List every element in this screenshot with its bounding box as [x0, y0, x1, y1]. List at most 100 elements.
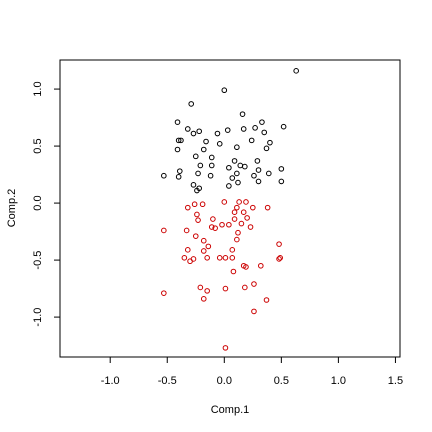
point	[235, 179, 241, 186]
point	[200, 296, 207, 302]
point	[234, 236, 240, 243]
point	[191, 201, 198, 208]
point	[196, 128, 202, 135]
point	[174, 146, 181, 153]
point	[183, 227, 190, 234]
point	[200, 248, 207, 254]
point	[195, 170, 201, 177]
x-tick-label: 1.0	[331, 375, 346, 387]
point	[210, 216, 216, 222]
point	[221, 87, 228, 94]
point	[235, 229, 241, 236]
point	[242, 163, 248, 170]
point	[190, 182, 197, 188]
point	[236, 199, 242, 205]
point	[176, 168, 183, 174]
point	[181, 255, 188, 261]
point	[190, 130, 197, 137]
point	[226, 221, 232, 228]
point	[258, 262, 264, 269]
x-axis-label: Comp.1	[211, 404, 250, 416]
point	[184, 204, 191, 211]
point	[248, 137, 255, 144]
point	[205, 243, 212, 250]
y-tick-label: -0.5	[32, 251, 44, 270]
point	[261, 129, 268, 136]
point	[194, 211, 200, 218]
point	[230, 268, 237, 275]
point	[240, 126, 247, 132]
point	[161, 227, 167, 234]
y-tick-label: -1.0	[32, 308, 44, 327]
point	[197, 162, 204, 169]
point	[212, 225, 218, 231]
point	[267, 139, 273, 146]
x-tick-label: -0.5	[158, 375, 177, 387]
x-tick-label: 1.5	[388, 375, 403, 387]
point	[161, 172, 167, 179]
point	[208, 162, 215, 169]
point	[231, 216, 238, 222]
point	[278, 178, 285, 185]
point	[229, 255, 236, 261]
point	[221, 199, 228, 205]
point	[175, 137, 182, 144]
point	[255, 178, 262, 185]
point	[239, 111, 246, 117]
point	[197, 284, 204, 291]
x-tick-label: 0.0	[217, 375, 232, 387]
point	[224, 127, 231, 133]
point	[200, 146, 207, 153]
point	[293, 68, 299, 74]
x-tick-label: -1.0	[101, 375, 120, 387]
point	[226, 164, 232, 171]
point	[195, 217, 201, 223]
point	[200, 237, 207, 244]
y-tick-label: 1.0	[32, 81, 44, 96]
point	[252, 125, 258, 131]
point	[240, 209, 247, 216]
point	[187, 258, 193, 265]
point	[216, 140, 223, 147]
point	[192, 233, 199, 239]
point	[208, 224, 215, 230]
point	[238, 220, 245, 227]
point	[207, 172, 214, 179]
point	[276, 256, 282, 262]
point	[175, 174, 182, 180]
point	[242, 284, 248, 291]
point	[237, 162, 244, 169]
point	[278, 166, 285, 172]
point	[216, 255, 223, 261]
point	[204, 288, 210, 294]
point	[254, 158, 261, 164]
point	[222, 285, 229, 292]
point	[204, 255, 210, 261]
point	[255, 167, 262, 173]
x-tick-label: 0.5	[274, 375, 289, 387]
point	[174, 119, 181, 125]
point	[276, 241, 282, 247]
point	[234, 170, 240, 177]
point	[250, 204, 256, 211]
point	[226, 183, 232, 189]
point	[280, 123, 287, 130]
point	[229, 175, 236, 181]
point	[184, 126, 191, 132]
point	[263, 297, 270, 303]
point	[251, 281, 257, 287]
point	[243, 264, 249, 270]
point	[277, 255, 284, 261]
point	[219, 221, 225, 228]
y-tick-label: 0.0	[32, 195, 44, 210]
point	[263, 145, 270, 152]
y-axis-label: Comp.2	[6, 189, 18, 228]
point	[251, 308, 257, 315]
point	[231, 209, 238, 216]
point	[264, 204, 271, 211]
point	[222, 345, 229, 351]
point	[244, 215, 250, 221]
point	[234, 204, 240, 211]
point	[194, 187, 200, 194]
point	[214, 130, 221, 137]
